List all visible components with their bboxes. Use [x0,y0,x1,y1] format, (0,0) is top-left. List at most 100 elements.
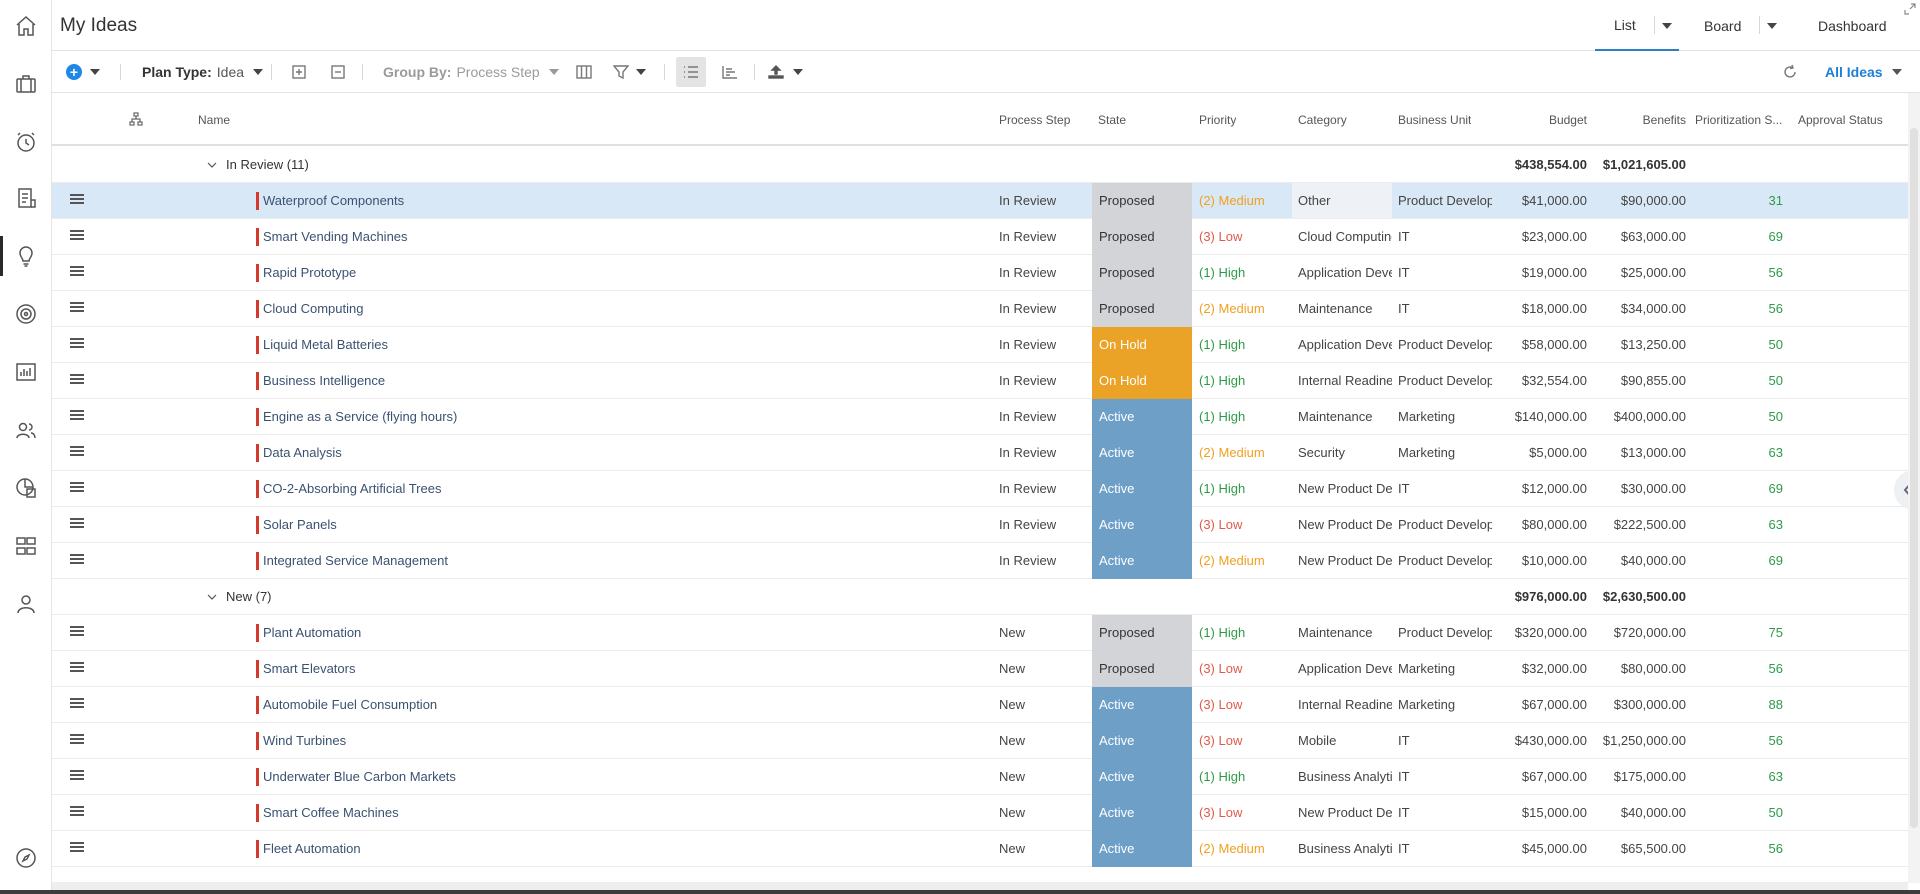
table-row[interactable]: Waterproof Components In Review Proposed (2… [52,183,1908,219]
priority-cell[interactable]: (1) High [1199,265,1246,280]
business-unit-cell[interactable]: IT [1398,733,1410,748]
row-menu-icon[interactable] [70,482,84,494]
category-cell[interactable]: Business Analytics [1298,841,1392,856]
business-unit-cell[interactable]: Product Development [1398,337,1492,352]
category-cell[interactable]: Maintenance [1298,409,1373,424]
timesheet-icon[interactable] [0,122,52,162]
view-filter-select[interactable]: All Ideas [1825,51,1902,93]
idea-name-link[interactable]: Cloud Computing [263,301,364,316]
column-header-state[interactable]: State [1098,113,1127,127]
row-menu-icon[interactable] [70,410,84,422]
group-header-row[interactable]: In Review (11) $438,554.00 $1,021,605.00 [52,147,1908,183]
idea-name-link[interactable]: Wind Turbines [263,733,347,748]
table-row[interactable]: Underwater Blue Carbon Markets New Active (… [52,759,1908,795]
column-header-prioritization-score[interactable]: Prioritization S... [1695,113,1783,127]
column-header-budget[interactable]: Budget [1548,113,1587,127]
add-dropdown-caret[interactable] [90,69,100,75]
business-unit-cell[interactable]: Product Development [1398,517,1492,532]
row-menu-icon[interactable] [70,626,84,638]
table-row[interactable]: Automobile Fuel Consumption New Active (3) … [52,687,1908,723]
row-menu-icon[interactable] [70,302,84,314]
table-row[interactable]: Rapid Prototype In Review Proposed (1) High… [52,255,1908,291]
business-unit-cell[interactable]: IT [1398,481,1410,496]
table-row[interactable]: Fleet Automation New Active (2) Medium Busin… [52,831,1908,867]
briefcase-icon[interactable] [0,64,52,104]
table-row[interactable]: Smart Vending Machines In Review Proposed (… [52,219,1908,255]
state-badge[interactable]: Proposed [1092,651,1192,687]
idea-name-link[interactable]: Data Analysis [263,445,342,460]
category-cell[interactable]: Security [1298,445,1345,460]
row-menu-icon[interactable] [70,554,84,566]
idea-name-link[interactable]: Underwater Blue Carbon Markets [263,769,456,784]
table-row[interactable]: CO-2-Absorbing Artificial Trees In Review… [52,471,1908,507]
collapse-all-button[interactable] [331,51,345,93]
group-by-select[interactable]: Group By: Process Step [383,51,559,93]
idea-name-link[interactable]: Automobile Fuel Consumption [263,697,438,712]
idea-name-link[interactable]: Liquid Metal Batteries [263,337,389,352]
idea-name-link[interactable]: Fleet Automation [263,841,361,856]
hierarchy-column-icon[interactable] [129,112,143,126]
priority-cell[interactable]: (2) Medium [1199,193,1265,208]
plan-type-select[interactable]: Plan Type: Idea [142,51,264,93]
table-row[interactable]: Business Intelligence In Review On Hold (1)… [52,363,1908,399]
row-menu-icon[interactable] [70,230,84,242]
category-cell[interactable]: New Product Development [1298,481,1392,496]
row-menu-icon[interactable] [70,806,84,818]
row-menu-icon[interactable] [70,338,84,350]
table-row[interactable]: Plant Automation New Proposed (1) High Maint… [52,615,1908,651]
filter-caret[interactable] [636,69,646,75]
checklist-icon[interactable] [0,178,52,218]
business-unit-cell[interactable]: IT [1398,301,1410,316]
state-badge[interactable]: Proposed [1092,291,1192,327]
business-unit-cell[interactable]: IT [1398,229,1410,244]
idea-name-link[interactable]: Solar Panels [263,517,337,532]
state-badge[interactable]: Active [1092,543,1192,579]
row-menu-icon[interactable] [70,698,84,710]
idea-name-link[interactable]: Rapid Prototype [263,265,357,280]
table-row[interactable]: Integrated Service Management In Review Ac… [52,543,1908,579]
priority-cell[interactable]: (3) Low [1199,517,1243,532]
category-cell[interactable]: Other [1292,183,1392,218]
idea-name-link[interactable]: CO-2-Absorbing Artificial Trees [263,481,442,496]
priority-cell[interactable]: (3) Low [1199,805,1243,820]
row-menu-icon[interactable] [70,734,84,746]
column-header-category[interactable]: Category [1298,113,1347,127]
tab-dashboard[interactable]: Dashboard [1818,0,1887,51]
idea-name-link[interactable]: Integrated Service Management [263,553,448,568]
export-button[interactable] [768,51,803,93]
column-header-approval-status[interactable]: Approval Status [1798,113,1883,127]
target-icon[interactable] [0,294,52,334]
add-button[interactable]: + [66,51,100,93]
refresh-button[interactable] [1782,51,1798,93]
category-cell[interactable]: Cloud Computing [1298,229,1392,244]
row-menu-icon[interactable] [70,266,84,278]
state-badge[interactable]: Proposed [1092,219,1192,255]
gantt-view-button[interactable] [722,51,738,93]
expand-window-icon[interactable] [1904,3,1916,15]
portfolio-icon[interactable] [0,468,52,508]
tab-list[interactable]: List [1595,0,1679,51]
priority-cell[interactable]: (3) Low [1199,697,1243,712]
row-menu-icon[interactable] [70,518,84,530]
state-badge[interactable]: Active [1092,507,1192,543]
business-unit-cell[interactable]: Product Development [1398,553,1492,568]
priority-cell[interactable]: (2) Medium [1199,841,1265,856]
priority-cell[interactable]: (1) High [1199,373,1246,388]
business-unit-cell[interactable]: Marketing [1398,697,1456,712]
business-unit-cell[interactable]: IT [1398,769,1410,784]
business-unit-cell[interactable]: IT [1398,841,1410,856]
category-cell[interactable]: Mobile [1298,733,1337,748]
business-unit-cell[interactable]: Marketing [1398,661,1456,676]
business-unit-cell[interactable]: Product Development [1398,625,1492,640]
category-cell[interactable]: Internal Readiness [1298,697,1392,712]
priority-cell[interactable]: (1) High [1199,769,1246,784]
state-badge[interactable]: Active [1092,399,1192,435]
priority-cell[interactable]: (1) High [1199,481,1246,496]
category-cell[interactable]: Maintenance [1298,301,1373,316]
state-badge[interactable]: Proposed [1092,183,1192,219]
business-unit-cell[interactable]: IT [1398,265,1410,280]
state-badge[interactable]: Active [1092,471,1192,507]
category-cell[interactable]: Application Development [1298,265,1392,280]
table-row[interactable]: Cloud Computing In Review Proposed (2) Medi… [52,291,1908,327]
state-badge[interactable]: Active [1092,759,1192,795]
